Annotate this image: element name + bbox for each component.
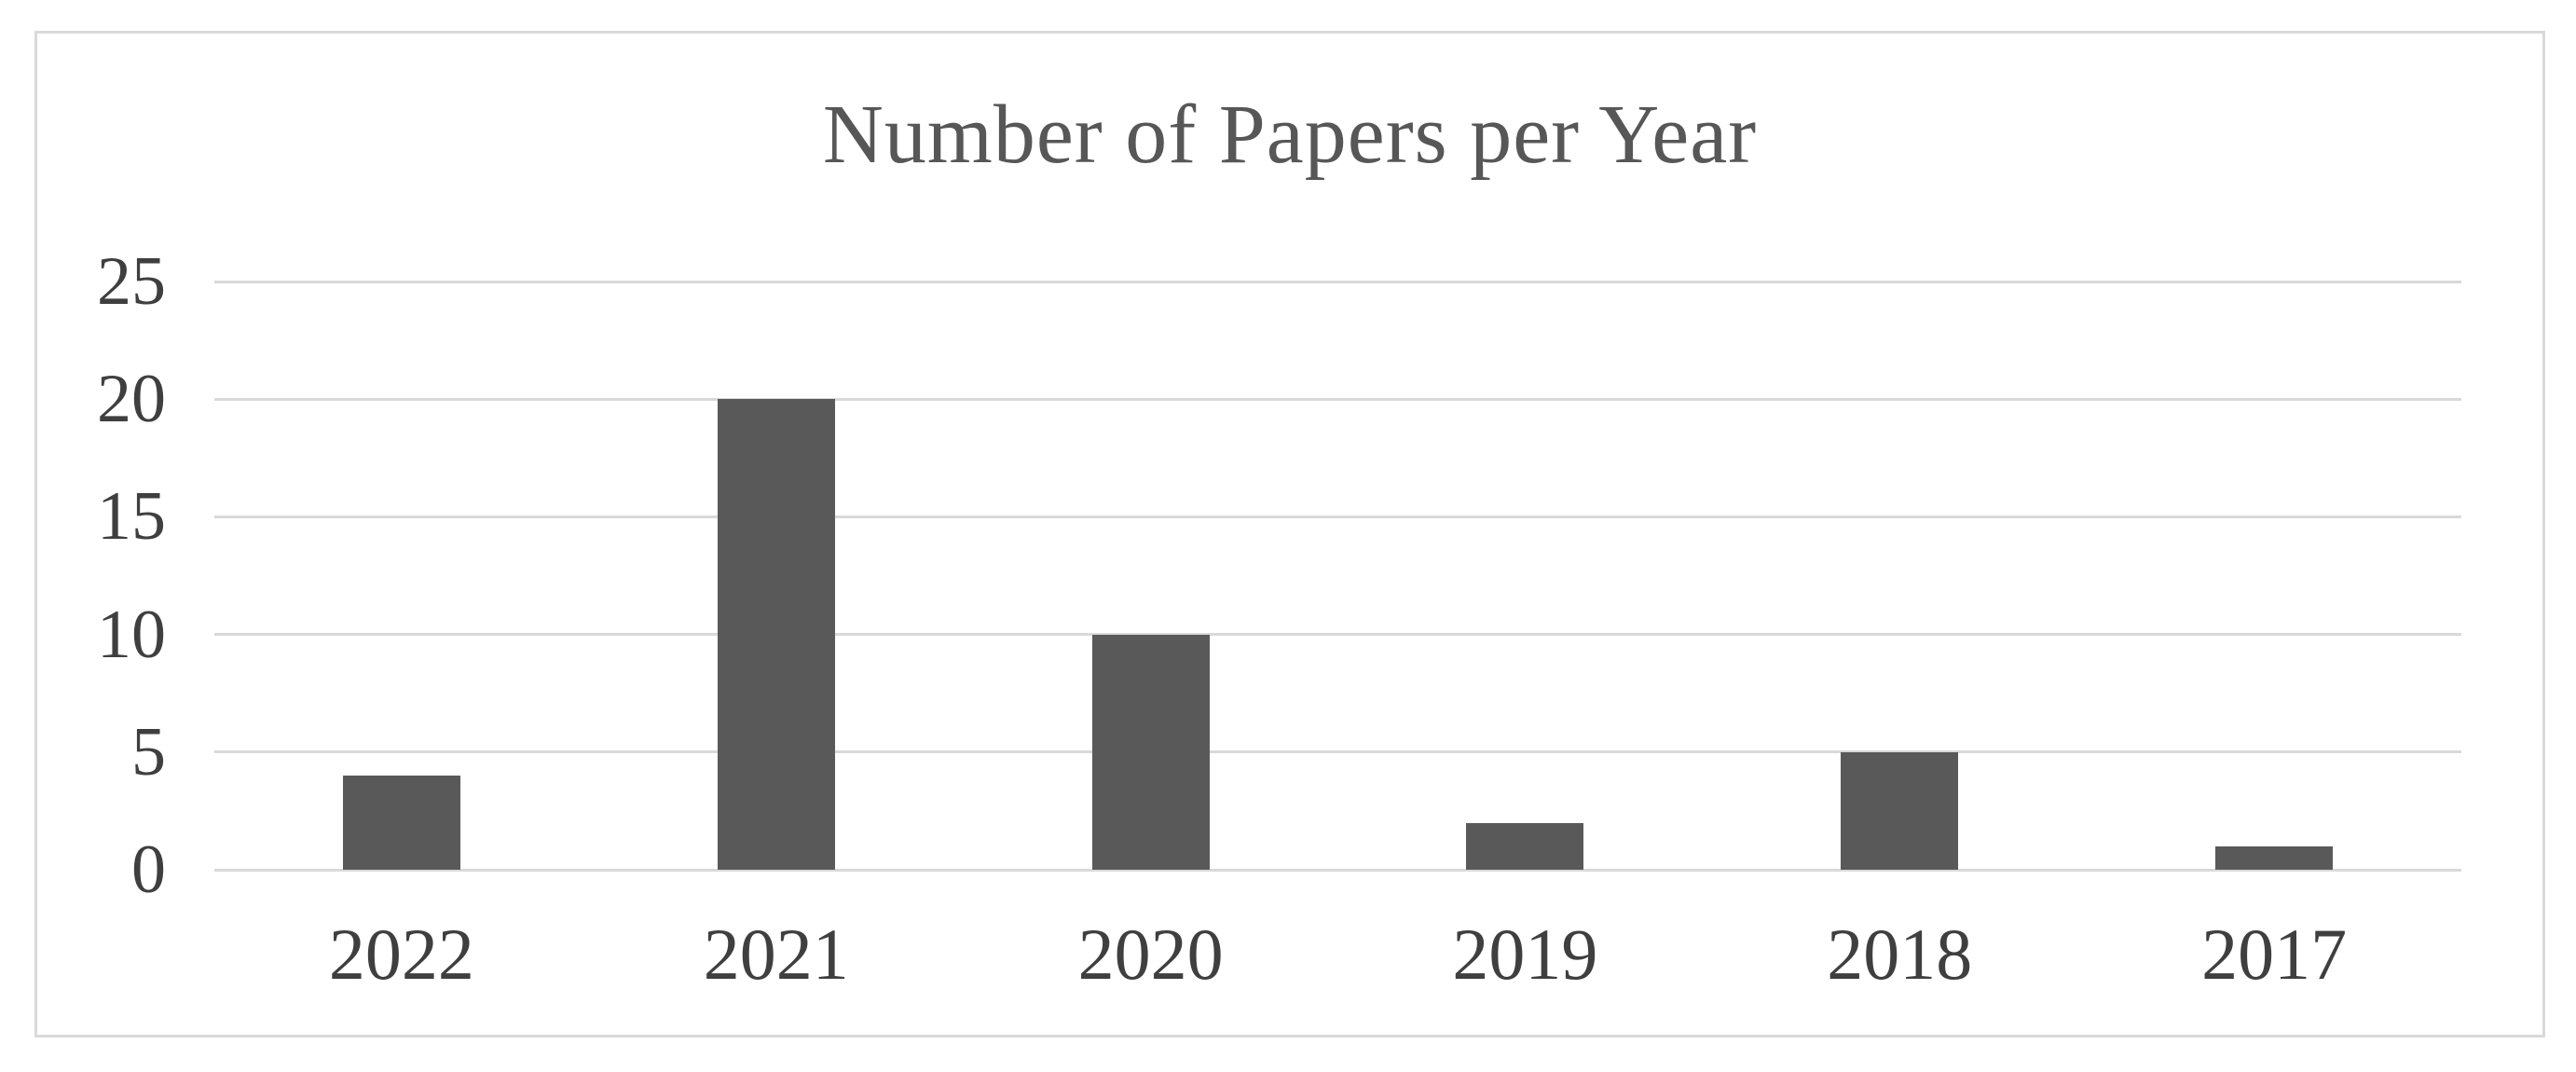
x-tick-label: 2018	[1827, 914, 1973, 995]
x-tick-label: 2022	[328, 914, 474, 995]
x-tick-label: 2020	[1077, 914, 1224, 995]
bar-2022	[342, 776, 460, 870]
bar-2021	[717, 399, 835, 870]
y-tick-label: 15	[97, 478, 166, 556]
y-tick-label: 5	[131, 713, 166, 790]
bar-2020	[1091, 634, 1210, 870]
gridline-y-0	[214, 868, 2461, 872]
bar-2019	[1466, 822, 1584, 870]
x-tick-label: 2019	[1452, 914, 1598, 995]
chart-title: Number of Papers per Year	[822, 89, 1758, 181]
y-tick-label: 0	[131, 831, 166, 908]
gridline-y-10	[214, 633, 2461, 637]
gridline-y-25	[214, 280, 2461, 283]
y-tick-label: 10	[97, 596, 166, 673]
y-tick-label: 25	[97, 243, 166, 320]
bar-2017	[2215, 845, 2334, 870]
gridline-y-20	[214, 397, 2461, 401]
gridline-y-15	[214, 515, 2461, 518]
x-tick-label: 2021	[703, 914, 849, 995]
y-tick-label: 20	[97, 361, 166, 438]
x-tick-label: 2017	[2201, 914, 2348, 995]
plot-area: 0 5 10 15 20 25 2022 2021 2020 2019 2018 2017	[97, 247, 2461, 991]
bar-2018	[1841, 751, 1959, 870]
gridline-y-5	[214, 750, 2461, 754]
